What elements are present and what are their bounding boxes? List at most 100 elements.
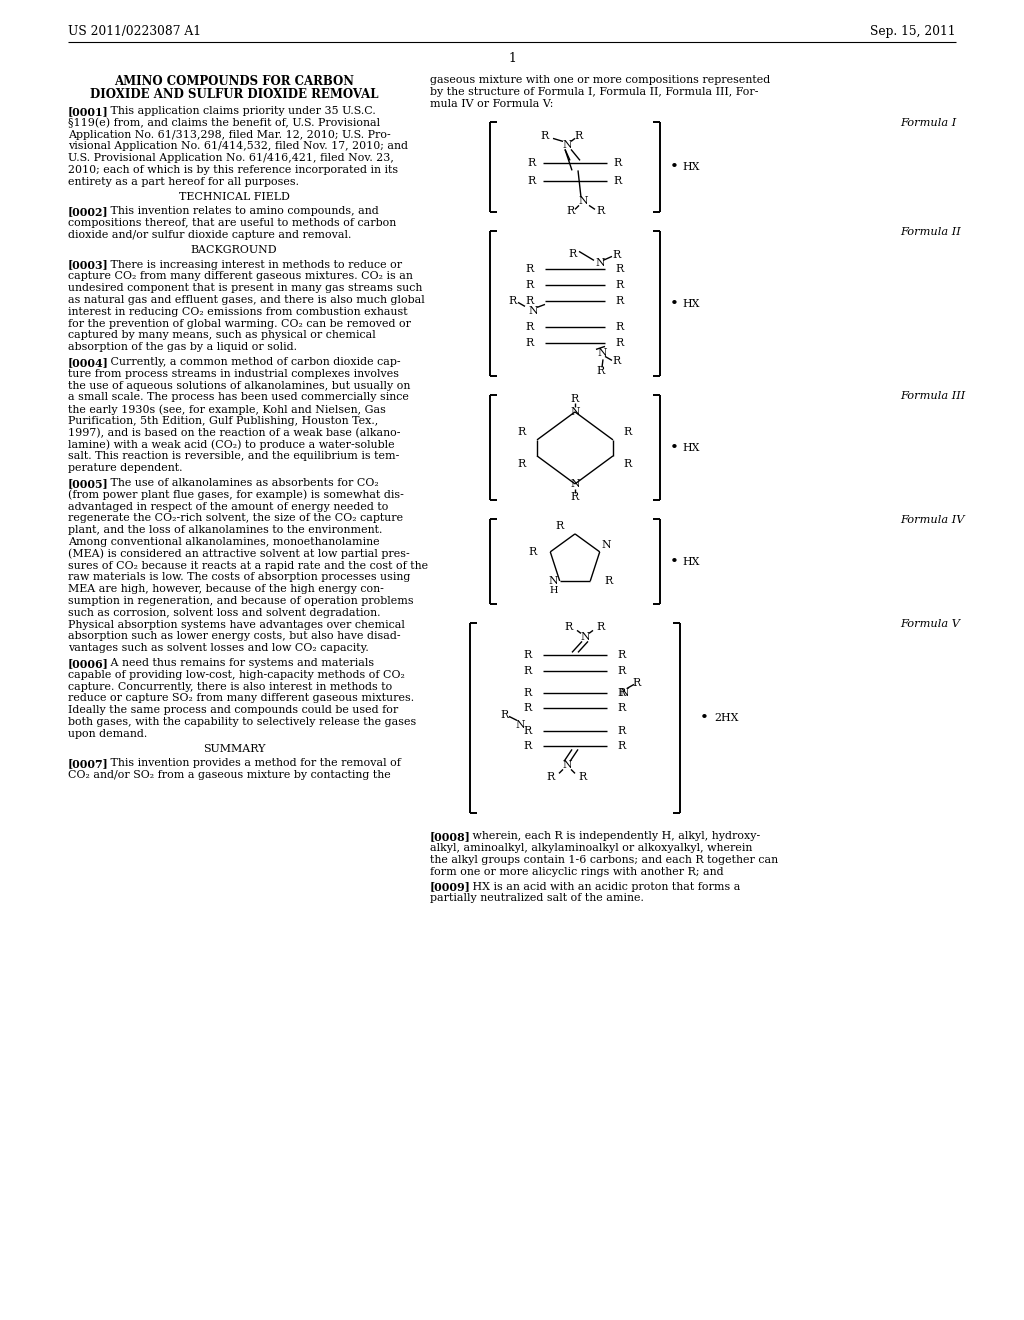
Text: R: R [613, 251, 622, 260]
Text: This invention provides a method for the removal of: This invention provides a method for the… [100, 759, 400, 768]
Text: (MEA) is considered an attractive solvent at low partial pres-: (MEA) is considered an attractive solven… [68, 549, 410, 560]
Text: R: R [526, 322, 535, 333]
Text: U.S. Provisional Application No. 61/416,421, filed Nov. 23,: U.S. Provisional Application No. 61/416,… [68, 153, 394, 164]
Text: Physical absorption systems have advantages over chemical: Physical absorption systems have advanta… [68, 619, 404, 630]
Text: R: R [556, 521, 564, 531]
Text: the early 1930s (see, for example, Kohl and Nielsen, Gas: the early 1930s (see, for example, Kohl … [68, 404, 386, 414]
Text: compositions thereof, that are useful to methods of carbon: compositions thereof, that are useful to… [68, 218, 396, 228]
Text: lamine) with a weak acid (CO₂) to produce a water-soluble: lamine) with a weak acid (CO₂) to produc… [68, 440, 394, 450]
Text: upon demand.: upon demand. [68, 729, 147, 739]
Text: (from power plant flue gases, for example) is somewhat dis-: (from power plant flue gases, for exampl… [68, 490, 403, 500]
Text: There is increasing interest in methods to reduce or: There is increasing interest in methods … [100, 260, 402, 269]
Text: MEA are high, however, because of the high energy con-: MEA are high, however, because of the hi… [68, 585, 384, 594]
Text: R: R [524, 651, 532, 660]
Text: This application claims priority under 35 U.S.C.: This application claims priority under 3… [100, 106, 376, 116]
Text: •: • [670, 554, 679, 569]
Text: R: R [579, 772, 587, 783]
Text: R: R [565, 623, 573, 632]
Text: TECHNICAL FIELD: TECHNICAL FIELD [178, 191, 290, 202]
Text: R: R [615, 264, 624, 275]
Text: N: N [597, 348, 606, 359]
Text: visional Application No. 61/414,532, filed Nov. 17, 2010; and: visional Application No. 61/414,532, fil… [68, 141, 408, 152]
Text: N: N [570, 407, 580, 417]
Text: R: R [501, 710, 509, 721]
Text: 1997), and is based on the reaction of a weak base (alkano-: 1997), and is based on the reaction of a… [68, 428, 400, 438]
Text: Purification, 5th Edition, Gulf Publishing, Houston Tex.,: Purification, 5th Edition, Gulf Publishi… [68, 416, 378, 426]
Text: form one or more alicyclic rings with another R; and: form one or more alicyclic rings with an… [430, 867, 724, 876]
Text: [0008]: [0008] [430, 832, 471, 842]
Text: Currently, a common method of carbon dioxide cap-: Currently, a common method of carbon dio… [100, 356, 400, 367]
Text: gaseous mixture with one or more compositions represented: gaseous mixture with one or more composi… [430, 75, 770, 84]
Text: HX: HX [682, 162, 699, 173]
Text: reduce or capture SO₂ from many different gaseous mixtures.: reduce or capture SO₂ from many differen… [68, 693, 414, 704]
Text: absorption such as lower energy costs, but also have disad-: absorption such as lower energy costs, b… [68, 631, 400, 642]
Text: BACKGROUND: BACKGROUND [190, 244, 278, 255]
Text: R: R [524, 667, 532, 676]
Text: •: • [670, 297, 679, 312]
Text: DIOXIDE AND SULFUR DIOXIDE REMOVAL: DIOXIDE AND SULFUR DIOXIDE REMOVAL [90, 88, 378, 102]
Text: R: R [615, 338, 624, 348]
Text: R: R [597, 367, 605, 376]
Text: R: R [524, 726, 532, 737]
Text: sumption in regeneration, and because of operation problems: sumption in regeneration, and because of… [68, 597, 414, 606]
Text: HX is an acid with an acidic proton that forms a: HX is an acid with an acidic proton that… [462, 882, 740, 891]
Text: N: N [618, 689, 629, 698]
Text: R: R [528, 158, 537, 169]
Text: R: R [570, 393, 580, 404]
Text: interest in reducing CO₂ emissions from combustion exhaust: interest in reducing CO₂ emissions from … [68, 306, 408, 317]
Text: R: R [613, 158, 623, 169]
Text: 2HX: 2HX [714, 713, 738, 723]
Text: HX: HX [682, 444, 699, 453]
Text: The use of alkanolamines as absorbents for CO₂: The use of alkanolamines as absorbents f… [100, 478, 379, 488]
Text: [0001]: [0001] [68, 106, 109, 117]
Text: capable of providing low-cost, high-capacity methods of CO₂: capable of providing low-cost, high-capa… [68, 669, 404, 680]
Text: perature dependent.: perature dependent. [68, 463, 182, 473]
Text: by the structure of Formula I, Formula II, Formula III, For-: by the structure of Formula I, Formula I… [430, 87, 759, 96]
Text: H: H [549, 586, 558, 595]
Text: sures of CO₂ because it reacts at a rapid rate and the cost of the: sures of CO₂ because it reacts at a rapi… [68, 561, 428, 570]
Text: capture. Concurrently, there is also interest in methods to: capture. Concurrently, there is also int… [68, 681, 392, 692]
Text: N: N [602, 540, 611, 550]
Text: partially neutralized salt of the amine.: partially neutralized salt of the amine. [430, 894, 644, 903]
Text: 2010; each of which is by this reference incorporated in its: 2010; each of which is by this reference… [68, 165, 398, 176]
Text: [0003]: [0003] [68, 260, 109, 271]
Text: a small scale. The process has been used commercially since: a small scale. The process has been used… [68, 392, 409, 403]
Text: Formula IV: Formula IV [900, 515, 965, 525]
Text: salt. This reaction is reversible, and the equilibrium is tem-: salt. This reaction is reversible, and t… [68, 451, 399, 462]
Text: R: R [617, 704, 626, 713]
Text: HX: HX [682, 298, 699, 309]
Text: AMINO COMPOUNDS FOR CARBON: AMINO COMPOUNDS FOR CARBON [114, 75, 354, 88]
Text: Formula III: Formula III [900, 392, 966, 401]
Text: Sep. 15, 2011: Sep. 15, 2011 [870, 25, 956, 38]
Text: A need thus remains for systems and materials: A need thus remains for systems and mate… [100, 657, 374, 668]
Text: N: N [528, 306, 538, 317]
Text: [0002]: [0002] [68, 206, 109, 218]
Text: N: N [570, 479, 580, 488]
Text: R: R [617, 667, 626, 676]
Text: HX: HX [682, 557, 699, 566]
Text: [0004]: [0004] [68, 356, 109, 368]
Text: R: R [541, 132, 549, 141]
Text: Ideally the same process and compounds could be used for: Ideally the same process and compounds c… [68, 705, 398, 715]
Text: R: R [526, 297, 535, 306]
Text: R: R [528, 546, 537, 557]
Text: R: R [509, 297, 517, 306]
Text: R: R [524, 689, 532, 698]
Text: [0005]: [0005] [68, 478, 109, 488]
Text: regenerate the CO₂-rich solvent, the size of the CO₂ capture: regenerate the CO₂-rich solvent, the siz… [68, 513, 403, 524]
Text: SUMMARY: SUMMARY [203, 743, 265, 754]
Text: N: N [581, 632, 590, 643]
Text: R: R [613, 356, 622, 367]
Text: R: R [567, 206, 575, 216]
Text: R: R [615, 322, 624, 333]
Text: R: R [570, 492, 580, 502]
Text: absorption of the gas by a liquid or solid.: absorption of the gas by a liquid or sol… [68, 342, 297, 352]
Text: N: N [595, 259, 604, 268]
Text: R: R [633, 678, 641, 689]
Text: Application No. 61/313,298, filed Mar. 12, 2010; U.S. Pro-: Application No. 61/313,298, filed Mar. 1… [68, 129, 391, 140]
Text: R: R [518, 459, 526, 469]
Text: R: R [617, 726, 626, 737]
Text: Among conventional alkanolamines, monoethanolamine: Among conventional alkanolamines, monoet… [68, 537, 380, 546]
Text: [0009]: [0009] [430, 882, 471, 892]
Text: R: R [547, 772, 555, 783]
